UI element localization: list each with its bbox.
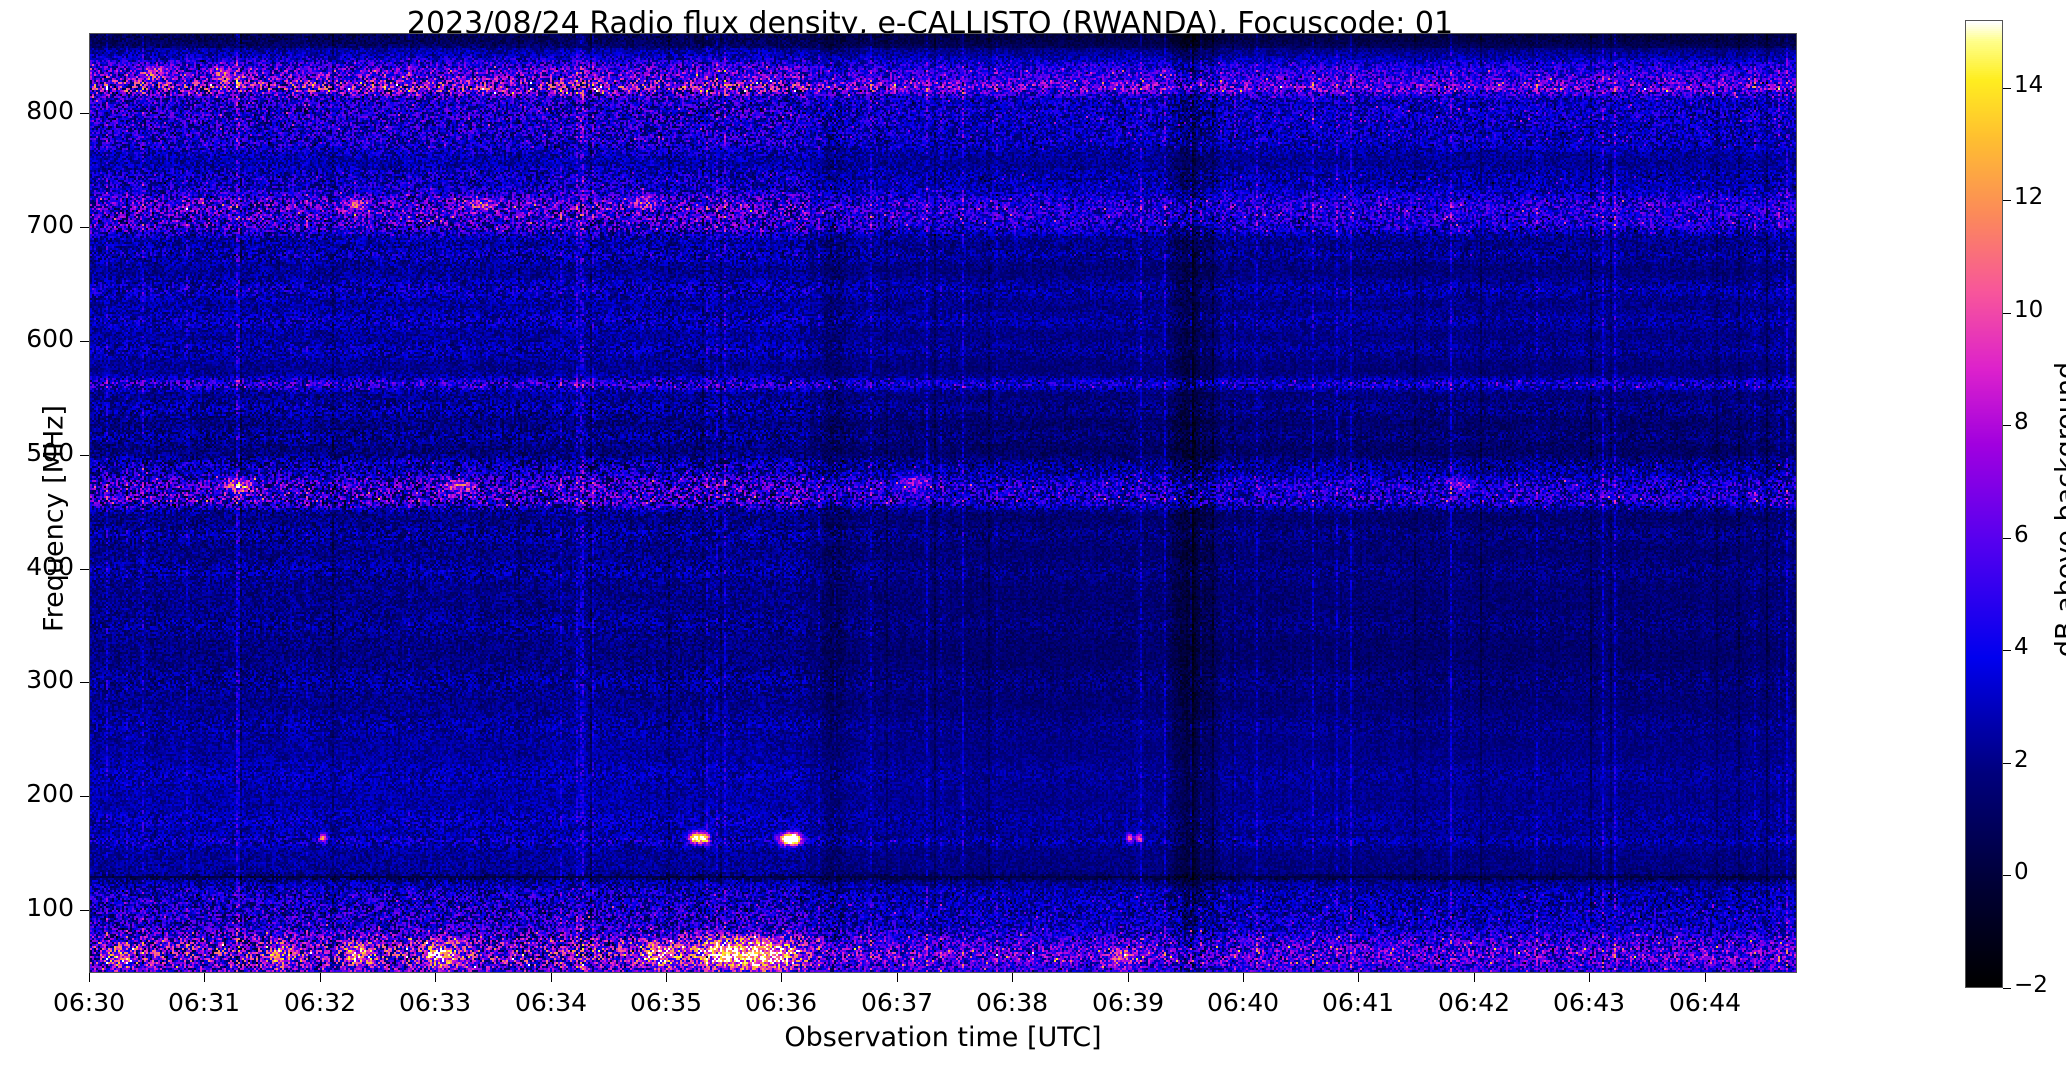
x-tick-mark — [1128, 973, 1129, 982]
y-tick-mark — [80, 227, 89, 228]
y-tick-mark — [80, 910, 89, 911]
colorbar-tick-mark — [2003, 88, 2011, 89]
colorbar-tick-label: 14 — [2014, 72, 2044, 98]
x-tick-mark — [1705, 973, 1706, 982]
x-tick-mark — [1243, 973, 1244, 982]
colorbar-tick-mark — [2003, 875, 2011, 876]
x-tick-label: 06:38 — [975, 988, 1049, 1017]
colorbar-tick-label: 12 — [2014, 184, 2044, 210]
x-tick-label: 06:31 — [167, 988, 241, 1017]
y-tick-label: 400 — [26, 552, 74, 581]
x-tick-mark — [1012, 973, 1013, 982]
colorbar-gradient — [1966, 21, 2002, 987]
y-tick-label: 100 — [26, 893, 74, 922]
x-tick-mark — [1358, 973, 1359, 982]
y-tick-label: 300 — [26, 665, 74, 694]
colorbar-tick-label: 4 — [2014, 634, 2029, 660]
colorbar-tick-label: 6 — [2014, 522, 2029, 548]
colorbar-tick-label: 8 — [2014, 409, 2029, 435]
y-tick-label: 700 — [26, 210, 74, 239]
y-tick-mark — [80, 113, 89, 114]
colorbar-tick-label: 0 — [2014, 859, 2029, 885]
x-tick-mark — [320, 973, 321, 982]
y-tick-label: 500 — [26, 438, 74, 467]
colorbar-tick-mark — [2003, 538, 2011, 539]
x-tick-label: 06:41 — [1321, 988, 1395, 1017]
colorbar-tick-mark — [2003, 425, 2011, 426]
colorbar-tick-mark — [2003, 200, 2011, 201]
x-tick-mark — [435, 973, 436, 982]
x-tick-label: 06:37 — [860, 988, 934, 1017]
x-axis-label: Observation time [UTC] — [784, 1022, 1102, 1053]
x-tick-label: 06:30 — [52, 988, 126, 1017]
y-tick-mark — [80, 796, 89, 797]
x-tick-mark — [1589, 973, 1590, 982]
x-tick-label: 06:34 — [514, 988, 588, 1017]
x-tick-label: 06:32 — [283, 988, 357, 1017]
y-tick-mark — [80, 341, 89, 342]
colorbar-tick-mark — [2003, 650, 2011, 651]
y-tick-label: 800 — [26, 96, 74, 125]
colorbar-tick-label: 10 — [2014, 297, 2044, 323]
colorbar-label: dB above background — [2050, 361, 2066, 658]
x-tick-label: 06:44 — [1668, 988, 1742, 1017]
x-tick-label: 06:40 — [1206, 988, 1280, 1017]
colorbar — [1965, 20, 2003, 988]
y-tick-label: 200 — [26, 779, 74, 808]
y-tick-mark — [80, 569, 89, 570]
y-tick-mark — [80, 455, 89, 456]
x-tick-mark — [897, 973, 898, 982]
x-tick-label: 06:39 — [1091, 988, 1165, 1017]
x-tick-label: 06:35 — [629, 988, 703, 1017]
x-tick-label: 06:42 — [1437, 988, 1511, 1017]
x-tick-mark — [1474, 973, 1475, 982]
y-tick-mark — [80, 682, 89, 683]
x-tick-mark — [551, 973, 552, 982]
spectrogram-image — [90, 34, 1796, 972]
colorbar-tick-mark — [2003, 313, 2011, 314]
x-tick-label: 06:43 — [1552, 988, 1626, 1017]
x-tick-mark — [781, 973, 782, 982]
x-tick-mark — [204, 973, 205, 982]
colorbar-tick-mark — [2003, 763, 2011, 764]
x-tick-mark — [89, 973, 90, 982]
x-tick-label: 06:36 — [744, 988, 818, 1017]
spectrogram-plot-area — [89, 33, 1797, 973]
colorbar-tick-mark — [2003, 988, 2011, 989]
x-tick-label: 06:33 — [398, 988, 472, 1017]
y-tick-label: 600 — [26, 324, 74, 353]
y-axis-label: Frequency [MHz] — [38, 405, 70, 632]
colorbar-tick-label: −2 — [2014, 972, 2048, 998]
x-tick-mark — [666, 973, 667, 982]
colorbar-tick-label: 2 — [2014, 747, 2029, 773]
